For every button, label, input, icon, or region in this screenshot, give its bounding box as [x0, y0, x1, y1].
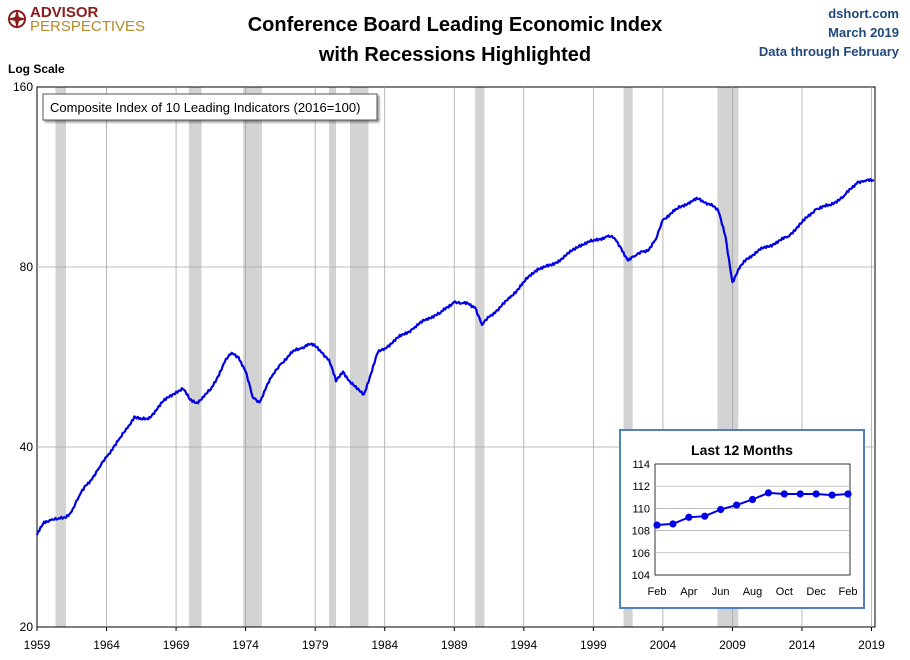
- x-tick-label-12: 2019: [858, 638, 885, 652]
- source-date: March 2019: [828, 25, 899, 40]
- inset-point-1: [669, 520, 677, 528]
- y-tick-label-1: 40: [20, 440, 34, 454]
- x-tick-label-0: 1959: [24, 638, 51, 652]
- inset-y-ticks: 104 106 108 110 112 114: [632, 459, 650, 582]
- source-site: dshort.com: [828, 6, 899, 21]
- y-tick-label-2: 80: [20, 260, 34, 274]
- y-axis-ticks: 20 40 80 160: [13, 80, 33, 634]
- inset-point-2: [685, 513, 693, 521]
- inset-point-5: [732, 501, 741, 509]
- inset-frame: [619, 429, 865, 609]
- x-tick-label-4: 1979: [302, 638, 329, 652]
- chart-title-line-2: with Recessions Highlighted: [318, 44, 591, 66]
- inset-point-8: [780, 490, 788, 498]
- legend-entry: Composite Index of 10 Leading Indicators…: [50, 100, 360, 115]
- inset-x-tick-label-0: Feb: [648, 586, 667, 598]
- inset-point-10: [812, 490, 820, 498]
- recession-band-0: [55, 87, 66, 627]
- inset-series-points: [653, 489, 852, 529]
- inset-y-tick-label-5: 114: [632, 459, 650, 471]
- x-tick-label-6: 1989: [441, 638, 468, 652]
- inset-point-6: [748, 495, 757, 504]
- inset-point-4: [717, 505, 725, 514]
- x-tick-label-5: 1984: [371, 638, 398, 652]
- inset-x-ticks: Feb Apr Jun Aug Oct Dec Feb: [648, 586, 858, 598]
- x-tick-label-3: 1974: [232, 638, 259, 652]
- inset-point-12: [844, 490, 852, 498]
- x-tick-label-10: 2009: [719, 638, 746, 652]
- inset-x-tick-label-2: Jun: [712, 586, 730, 598]
- inset-point-3: [701, 512, 709, 520]
- inset-y-tick-label-1: 106: [632, 548, 650, 560]
- recession-band-1: [188, 87, 202, 627]
- recession-band-5: [475, 87, 485, 627]
- x-tick-label-9: 2004: [650, 638, 677, 652]
- legend-box: Composite Index of 10 Leading Indicators…: [42, 93, 378, 121]
- inset-y-tick-label-0: 104: [632, 570, 650, 582]
- inset-gridlines: [655, 485, 850, 554]
- x-axis-ticks: 1959 1964 1969 1974 1979 1984 1989 1994 1999 2004…: [24, 627, 885, 652]
- x-tick-label-2: 1969: [163, 638, 190, 652]
- inset-point-11: [828, 491, 836, 499]
- inset-point-7: [764, 489, 773, 497]
- logo-star-icon: [7, 9, 27, 29]
- y-axis-label: Log Scale: [8, 62, 65, 76]
- inset-chart: Last 12 Months 104 106 108 110 112 114 Feb Apr…: [619, 429, 865, 609]
- recession-band-6: [623, 87, 633, 627]
- legend-frame: [42, 93, 378, 121]
- chart-title-line-1: Conference Board Leading Economic Index: [248, 14, 663, 36]
- x-tick-label-7: 1994: [510, 638, 537, 652]
- x-tick-label-8: 1999: [580, 638, 607, 652]
- y-tick-label-0: 20: [20, 620, 34, 634]
- x-tick-label-1: 1964: [93, 638, 120, 652]
- inset-point-9: [796, 490, 804, 498]
- logo-sub-text: PERSPECTIVES: [30, 18, 145, 35]
- inset-x-tick-label-4: Oct: [776, 586, 793, 598]
- inset-x-tick-label-5: Dec: [806, 586, 826, 598]
- inset-x-tick-label-3: Aug: [743, 586, 763, 598]
- inset-y-tick-label-3: 110: [632, 503, 650, 515]
- recession-band-4: [349, 87, 369, 627]
- advisor-perspectives-logo: ADVISOR PERSPECTIVES: [7, 4, 145, 35]
- series-line-lei: [35, 177, 875, 536]
- inset-x-tick-label-6: Feb: [839, 586, 858, 598]
- recession-band-3: [329, 87, 337, 627]
- x-tick-label-11: 2014: [789, 638, 816, 652]
- inset-point-0: [653, 521, 661, 529]
- inset-title: Last 12 Months: [691, 442, 793, 458]
- recession-band-2: [243, 87, 262, 627]
- inset-y-tick-label-2: 108: [632, 526, 650, 538]
- inset-y-tick-label-4: 112: [632, 481, 650, 493]
- inset-plot-area: [654, 463, 851, 576]
- y-tick-label-3: 160: [13, 80, 33, 94]
- inset-x-tick-label-1: Apr: [680, 586, 697, 598]
- logo-main-text: ADVISOR: [30, 4, 99, 21]
- source-note: Data through February: [759, 44, 900, 59]
